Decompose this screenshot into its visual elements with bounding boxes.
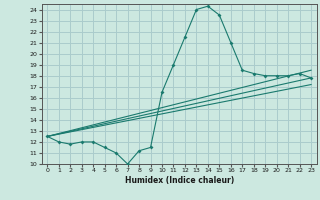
X-axis label: Humidex (Indice chaleur): Humidex (Indice chaleur)	[124, 176, 234, 185]
